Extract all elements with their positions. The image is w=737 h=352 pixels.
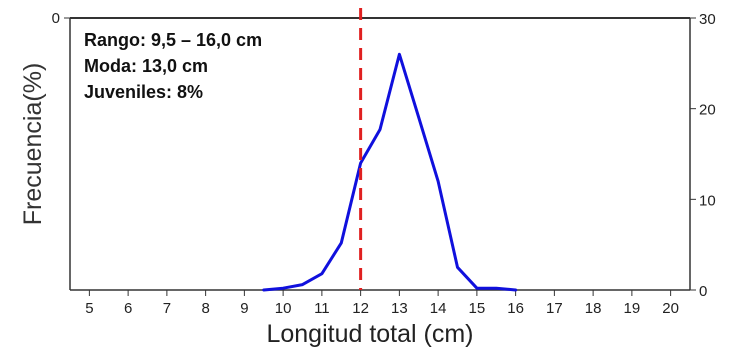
- data-point: [359, 162, 362, 164]
- data-point: [282, 287, 284, 289]
- x-tick-label: 10: [275, 300, 292, 317]
- data-point: [437, 180, 439, 182]
- x-tick-label: 18: [585, 300, 602, 317]
- x-tick-label: 8: [201, 300, 209, 317]
- annotation-text: Rango: 9,5 – 16,0 cm: [84, 30, 262, 50]
- x-tick-label: 15: [469, 300, 486, 317]
- x-tick-label: 16: [507, 300, 524, 317]
- data-point: [340, 242, 343, 244]
- annotation-text: Moda: 13,0 cm: [84, 56, 208, 76]
- data-point: [476, 287, 478, 289]
- annotation-layer: Rango: 9,5 – 16,0 cm Moda: 13,0 cm Juvenil…: [84, 30, 262, 102]
- y-right-tick-label: 30: [699, 11, 716, 28]
- annotation-text: Juveniles: 8%: [84, 82, 203, 102]
- y-right-tick-label: 0: [699, 283, 707, 300]
- x-tick-label: 19: [624, 300, 641, 317]
- data-point: [301, 283, 304, 286]
- x-tick-label: 9: [240, 300, 248, 317]
- x-tick-label: 12: [352, 300, 369, 317]
- series-line: [262, 52, 518, 292]
- x-axis-label: Longitud total (cm): [266, 320, 473, 347]
- data-point: [398, 53, 401, 56]
- x-tick-label: 13: [391, 300, 408, 317]
- data-point: [262, 289, 265, 291]
- data-point: [514, 289, 517, 291]
- x-tick-label: 7: [163, 300, 171, 317]
- data-point: [495, 287, 498, 289]
- data-point: [321, 272, 323, 275]
- data-point: [456, 266, 459, 269]
- y-right-tick-label: 10: [699, 192, 716, 209]
- x-tick-label: 5: [85, 300, 93, 317]
- ticks-layer: 5 6 7 8 9 10 11 12 13 14 15 16 17 18 19 20 0 0 10 20 30: [52, 10, 716, 317]
- y-axis-label: Frecuencia(%): [19, 63, 47, 226]
- x-tick-label: 6: [124, 300, 132, 317]
- x-tick-label: 11: [314, 300, 330, 317]
- y-right-tick-label: 20: [699, 102, 716, 119]
- series-layer: [262, 52, 518, 292]
- data-point: [417, 116, 420, 119]
- x-tick-label: 17: [546, 300, 563, 317]
- axes-layer: Longitud total (cm) Frecuencia(%): [19, 17, 691, 348]
- x-tick-label: 14: [430, 300, 447, 317]
- y-left-tick-label: 0: [52, 10, 60, 27]
- x-tick-label: 20: [662, 300, 679, 317]
- data-point: [379, 128, 381, 131]
